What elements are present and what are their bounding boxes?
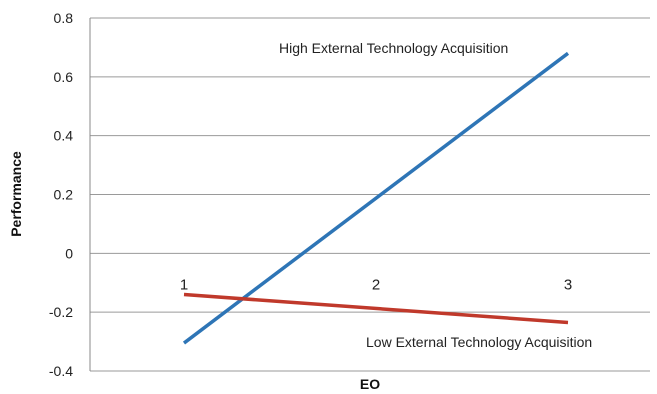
y-tick-label: 0 (65, 245, 73, 261)
x-tick-label: 1 (180, 276, 188, 293)
series-lines (182, 51, 570, 345)
y-tick-label: -0.4 (49, 363, 73, 379)
y-tick-label: 0.6 (54, 69, 74, 85)
low-series-annotation: Low External Technology Acquisition (366, 334, 592, 350)
series-line-high (182, 51, 570, 345)
series-line-low (183, 292, 569, 325)
x-tick-label: 2 (372, 276, 380, 293)
y-tick-label: 0.8 (54, 10, 74, 26)
y-axis-title: Performance (8, 151, 24, 237)
x-axis-title: EO (360, 376, 380, 392)
y-tick-labels: 0.8 0.6 0.4 0.2 0 -0.2 -0.4 (49, 10, 73, 379)
y-tick-label: 0.2 (54, 187, 74, 203)
x-tick-label: 3 (564, 276, 572, 293)
gridlines (90, 17, 650, 372)
high-series-annotation: High External Technology Acquisition (279, 40, 508, 56)
y-tick-label: -0.2 (49, 304, 73, 320)
category-labels: 1 2 3 (180, 276, 572, 293)
y-tick-label: 0.4 (54, 128, 74, 144)
